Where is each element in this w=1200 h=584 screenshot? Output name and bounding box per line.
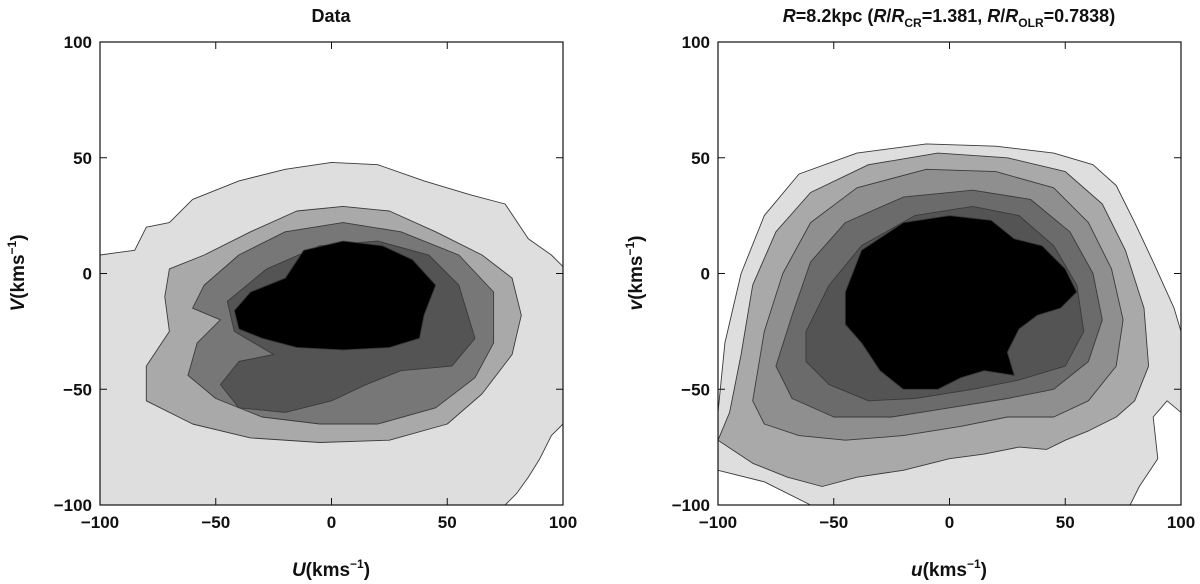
x-tick-label: 0 bbox=[945, 513, 954, 532]
x-tick-label: −50 bbox=[819, 513, 848, 532]
x-tick-label: −100 bbox=[699, 513, 737, 532]
panel-right: R=8.2kpc (R/RCR=1.381, R/ROLR=0.7838) −1… bbox=[623, 6, 1195, 581]
y-tick-label: −50 bbox=[63, 380, 92, 399]
panel-right-x-axis-label: u(kms−1) bbox=[911, 557, 987, 581]
y-tick-label: −50 bbox=[681, 380, 710, 399]
x-tick-label: −50 bbox=[201, 513, 230, 532]
panel-right-title: R=8.2kpc (R/RCR=1.381, R/ROLR=0.7838) bbox=[783, 6, 1115, 30]
panel-right-contours bbox=[718, 144, 1181, 505]
contour-figure: Data −100 −50 0 50 100 −100 −50 0 50 100 U(kms−1)… bbox=[0, 0, 1200, 584]
panel-left: Data −100 −50 0 50 100 −100 −50 0 50 100 U(kms−1)… bbox=[5, 6, 577, 581]
panel-right-y-axis-label: v(kms−1) bbox=[623, 236, 647, 311]
panel-left-contours bbox=[100, 162, 563, 505]
x-tick-label: 100 bbox=[549, 513, 577, 532]
y-tick-label: 0 bbox=[701, 265, 710, 284]
x-tick-label: 50 bbox=[1056, 513, 1075, 532]
x-tick-label: −100 bbox=[81, 513, 119, 532]
panel-left-x-axis-label: U(kms−1) bbox=[292, 557, 370, 581]
y-tick-label: 50 bbox=[691, 149, 710, 168]
y-tick-label: 0 bbox=[83, 265, 92, 284]
panel-left-y-axis-label: V(kms−1) bbox=[5, 234, 29, 311]
y-tick-label: −100 bbox=[54, 496, 92, 515]
y-tick-label: 50 bbox=[73, 149, 92, 168]
y-tick-label: −100 bbox=[672, 496, 710, 515]
x-tick-label: 50 bbox=[438, 513, 457, 532]
y-tick-label: 100 bbox=[64, 33, 92, 52]
x-tick-label: 100 bbox=[1167, 513, 1195, 532]
x-tick-label: 0 bbox=[327, 513, 336, 532]
panel-left-title: Data bbox=[311, 6, 351, 26]
y-tick-label: 100 bbox=[682, 33, 710, 52]
